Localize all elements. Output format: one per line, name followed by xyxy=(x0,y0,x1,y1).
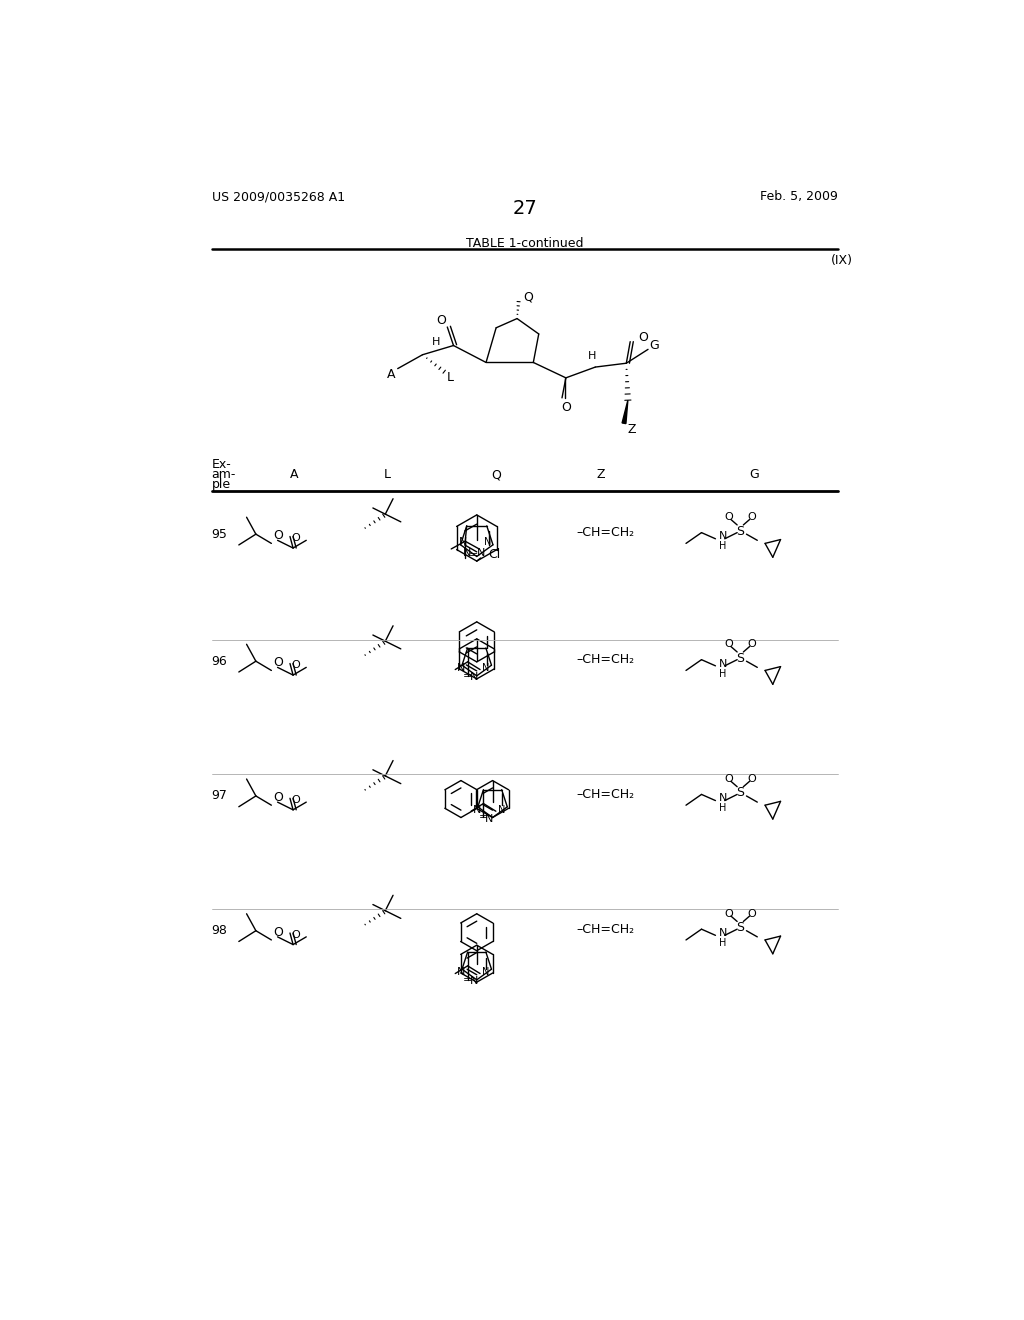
Text: O: O xyxy=(724,908,733,919)
Text: O: O xyxy=(724,512,733,523)
Text: –CH=CH₂: –CH=CH₂ xyxy=(575,527,634,539)
Text: 97: 97 xyxy=(212,789,227,803)
Text: –CH=CH₂: –CH=CH₂ xyxy=(575,653,634,667)
Text: =: = xyxy=(469,550,478,560)
Text: N: N xyxy=(485,814,494,824)
Text: N: N xyxy=(469,672,478,682)
Text: H: H xyxy=(588,351,596,360)
Text: 96: 96 xyxy=(212,655,227,668)
Text: N: N xyxy=(719,928,727,939)
Text: 27: 27 xyxy=(512,199,538,218)
Text: Ex-: Ex- xyxy=(212,458,231,471)
Text: (IX): (IX) xyxy=(830,255,853,268)
Text: N: N xyxy=(719,793,727,804)
Text: H: H xyxy=(719,804,726,813)
Text: O: O xyxy=(292,660,300,671)
Text: S: S xyxy=(736,787,744,800)
Text: S: S xyxy=(736,652,744,665)
Text: N: N xyxy=(482,663,489,673)
Text: N: N xyxy=(473,805,481,814)
Text: A: A xyxy=(387,368,395,381)
Text: =: = xyxy=(478,813,488,822)
Text: O: O xyxy=(273,925,283,939)
Text: O: O xyxy=(724,774,733,784)
Text: TABLE 1-continued: TABLE 1-continued xyxy=(466,236,584,249)
Text: O: O xyxy=(724,639,733,649)
Text: N: N xyxy=(459,537,467,546)
Text: H: H xyxy=(719,939,726,948)
Text: S: S xyxy=(736,524,744,537)
Text: 98: 98 xyxy=(212,924,227,937)
Text: N: N xyxy=(482,968,489,977)
Text: O: O xyxy=(292,533,300,543)
Text: O: O xyxy=(273,529,283,543)
Text: Q: Q xyxy=(492,469,501,482)
Text: Z: Z xyxy=(628,422,636,436)
Text: N: N xyxy=(719,659,727,668)
Text: O: O xyxy=(273,656,283,669)
Text: G: G xyxy=(649,339,659,352)
Text: Feb. 5, 2009: Feb. 5, 2009 xyxy=(760,190,838,203)
Text: L: L xyxy=(384,469,391,482)
Text: N: N xyxy=(498,805,506,814)
Text: H: H xyxy=(719,668,726,678)
Text: =: = xyxy=(463,975,472,985)
Text: H: H xyxy=(432,338,440,347)
Text: =: = xyxy=(463,671,472,681)
Text: O: O xyxy=(748,774,757,784)
Text: N: N xyxy=(469,977,478,986)
Text: am-: am- xyxy=(212,469,237,482)
Text: G: G xyxy=(750,469,759,482)
Text: O: O xyxy=(292,795,300,805)
Text: O: O xyxy=(561,400,570,413)
Text: –CH=CH₂: –CH=CH₂ xyxy=(575,788,634,801)
Text: O: O xyxy=(638,331,648,345)
Text: –CH=CH₂: –CH=CH₂ xyxy=(575,923,634,936)
Text: Q: Q xyxy=(523,290,534,304)
Text: S: S xyxy=(736,921,744,935)
Text: O: O xyxy=(436,314,445,327)
Text: O: O xyxy=(292,929,300,940)
Text: Cl: Cl xyxy=(488,548,501,561)
Text: US 2009/0035268 A1: US 2009/0035268 A1 xyxy=(212,190,345,203)
Text: N: N xyxy=(719,532,727,541)
Text: O: O xyxy=(748,639,757,649)
Text: L: L xyxy=(446,371,454,384)
Text: N: N xyxy=(457,663,466,673)
Text: N: N xyxy=(457,968,466,977)
Text: A: A xyxy=(291,469,299,482)
Text: H: H xyxy=(719,541,726,552)
Text: 95: 95 xyxy=(212,528,227,541)
Text: N: N xyxy=(477,548,485,558)
Text: Z: Z xyxy=(597,469,605,482)
Text: ple: ple xyxy=(212,478,230,491)
Text: O: O xyxy=(748,908,757,919)
Text: O: O xyxy=(748,512,757,523)
Text: N: N xyxy=(463,548,472,558)
Text: O: O xyxy=(273,791,283,804)
Polygon shape xyxy=(623,400,628,424)
Text: N: N xyxy=(484,537,492,546)
